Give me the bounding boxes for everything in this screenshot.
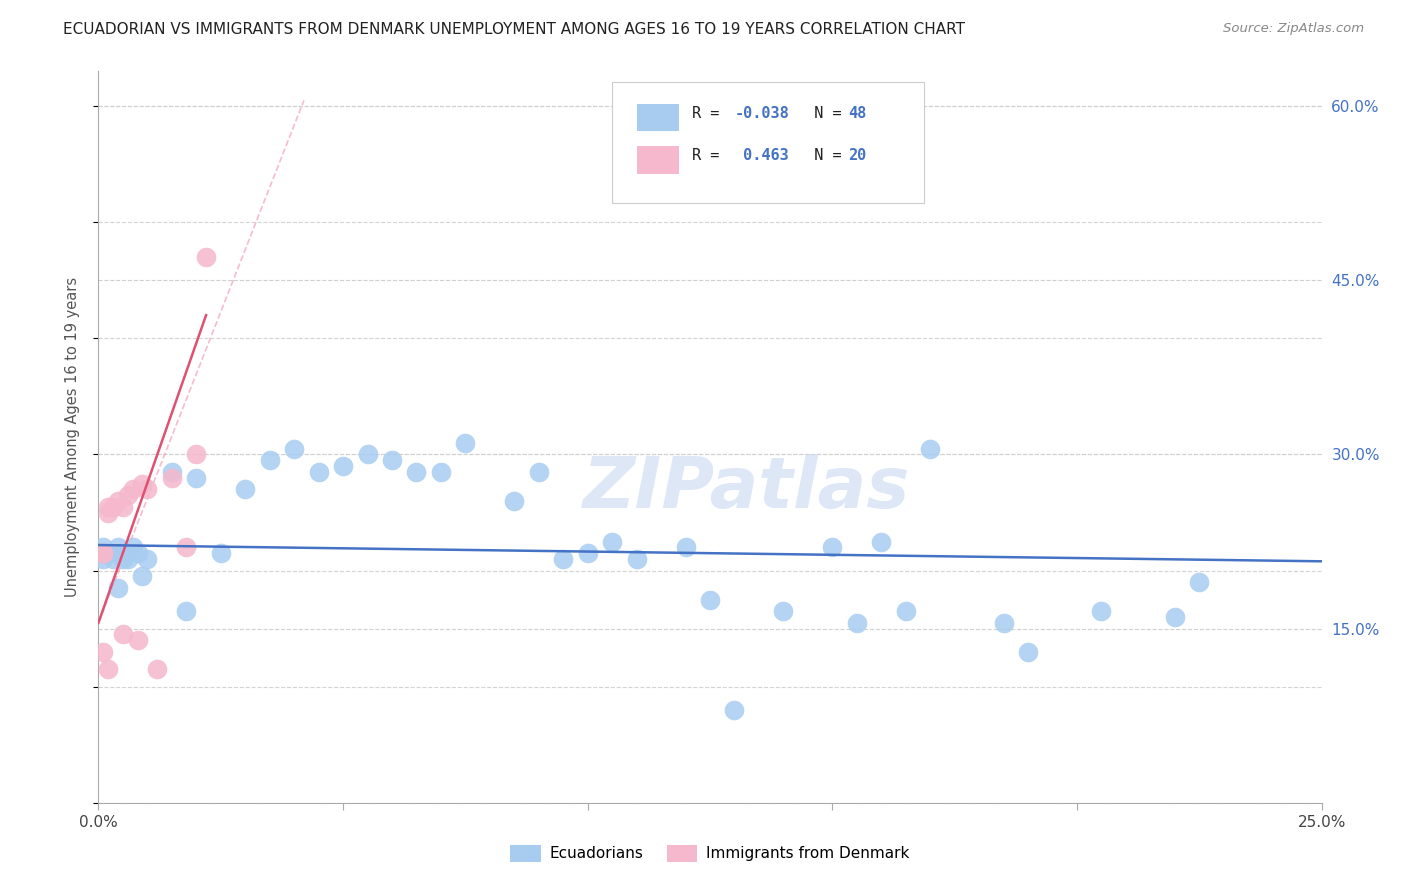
Legend: Ecuadorians, Immigrants from Denmark: Ecuadorians, Immigrants from Denmark xyxy=(505,838,915,868)
Point xyxy=(91,541,114,555)
Text: R =: R = xyxy=(692,148,728,163)
Text: R =: R = xyxy=(692,105,728,120)
Text: -0.038: -0.038 xyxy=(734,105,789,120)
Point xyxy=(107,494,129,508)
Point xyxy=(160,465,183,479)
Point xyxy=(97,500,120,514)
Point xyxy=(503,494,526,508)
Point xyxy=(186,471,208,485)
Point xyxy=(553,552,575,566)
Point xyxy=(405,465,427,479)
Point xyxy=(136,552,159,566)
Point xyxy=(308,465,330,479)
Text: N =: N = xyxy=(796,148,851,163)
Text: Source: ZipAtlas.com: Source: ZipAtlas.com xyxy=(1223,22,1364,36)
Point xyxy=(127,546,149,560)
FancyBboxPatch shape xyxy=(637,146,679,174)
Point xyxy=(894,604,917,618)
Point xyxy=(91,645,114,659)
Point xyxy=(97,662,120,676)
Point xyxy=(209,546,232,560)
Text: N =: N = xyxy=(796,105,851,120)
Point xyxy=(920,442,942,456)
Point xyxy=(121,541,143,555)
FancyBboxPatch shape xyxy=(637,103,679,131)
Point xyxy=(131,569,153,583)
Point xyxy=(772,604,794,618)
Point xyxy=(186,448,208,462)
Point xyxy=(127,633,149,648)
Text: ZIPatlas: ZIPatlas xyxy=(583,454,911,523)
Point xyxy=(626,552,648,566)
Point xyxy=(381,453,404,467)
Text: 48: 48 xyxy=(848,105,866,120)
Point xyxy=(176,541,198,555)
Point xyxy=(576,546,599,560)
Point xyxy=(146,662,169,676)
Point xyxy=(600,534,623,549)
Point xyxy=(1017,645,1039,659)
Text: ECUADORIAN VS IMMIGRANTS FROM DENMARK UNEMPLOYMENT AMONG AGES 16 TO 19 YEARS COR: ECUADORIAN VS IMMIGRANTS FROM DENMARK UN… xyxy=(63,22,966,37)
Point xyxy=(117,552,139,566)
Point xyxy=(1188,575,1211,590)
Point xyxy=(527,465,550,479)
Point xyxy=(136,483,159,497)
Point xyxy=(91,546,114,560)
Text: 0.463: 0.463 xyxy=(734,148,789,163)
Point xyxy=(176,604,198,618)
Y-axis label: Unemployment Among Ages 16 to 19 years: Unemployment Among Ages 16 to 19 years xyxy=(65,277,80,597)
Point xyxy=(332,459,354,474)
Point xyxy=(870,534,893,549)
Point xyxy=(283,442,305,456)
FancyBboxPatch shape xyxy=(612,82,924,203)
Point xyxy=(101,500,124,514)
Point xyxy=(1164,610,1187,624)
Point xyxy=(107,541,129,555)
Point xyxy=(111,627,134,641)
Point xyxy=(111,552,134,566)
Point xyxy=(91,552,114,566)
Point xyxy=(91,546,114,560)
Point xyxy=(117,488,139,502)
Point xyxy=(97,506,120,520)
Point xyxy=(356,448,378,462)
Point xyxy=(233,483,256,497)
Point xyxy=(97,546,120,560)
Point xyxy=(454,436,477,450)
Point xyxy=(993,615,1015,630)
Point xyxy=(259,453,281,467)
Point xyxy=(675,541,697,555)
Point xyxy=(131,476,153,491)
Point xyxy=(107,581,129,595)
Point xyxy=(160,471,183,485)
Point xyxy=(111,500,134,514)
Point xyxy=(111,546,134,560)
Text: 20: 20 xyxy=(848,148,866,163)
Point xyxy=(101,552,124,566)
Point xyxy=(723,703,745,717)
Point xyxy=(430,465,453,479)
Point xyxy=(845,615,868,630)
Point xyxy=(121,483,143,497)
Point xyxy=(1090,604,1112,618)
Point xyxy=(195,250,218,264)
Point xyxy=(821,541,844,555)
Point xyxy=(699,592,721,607)
Point xyxy=(91,546,114,560)
